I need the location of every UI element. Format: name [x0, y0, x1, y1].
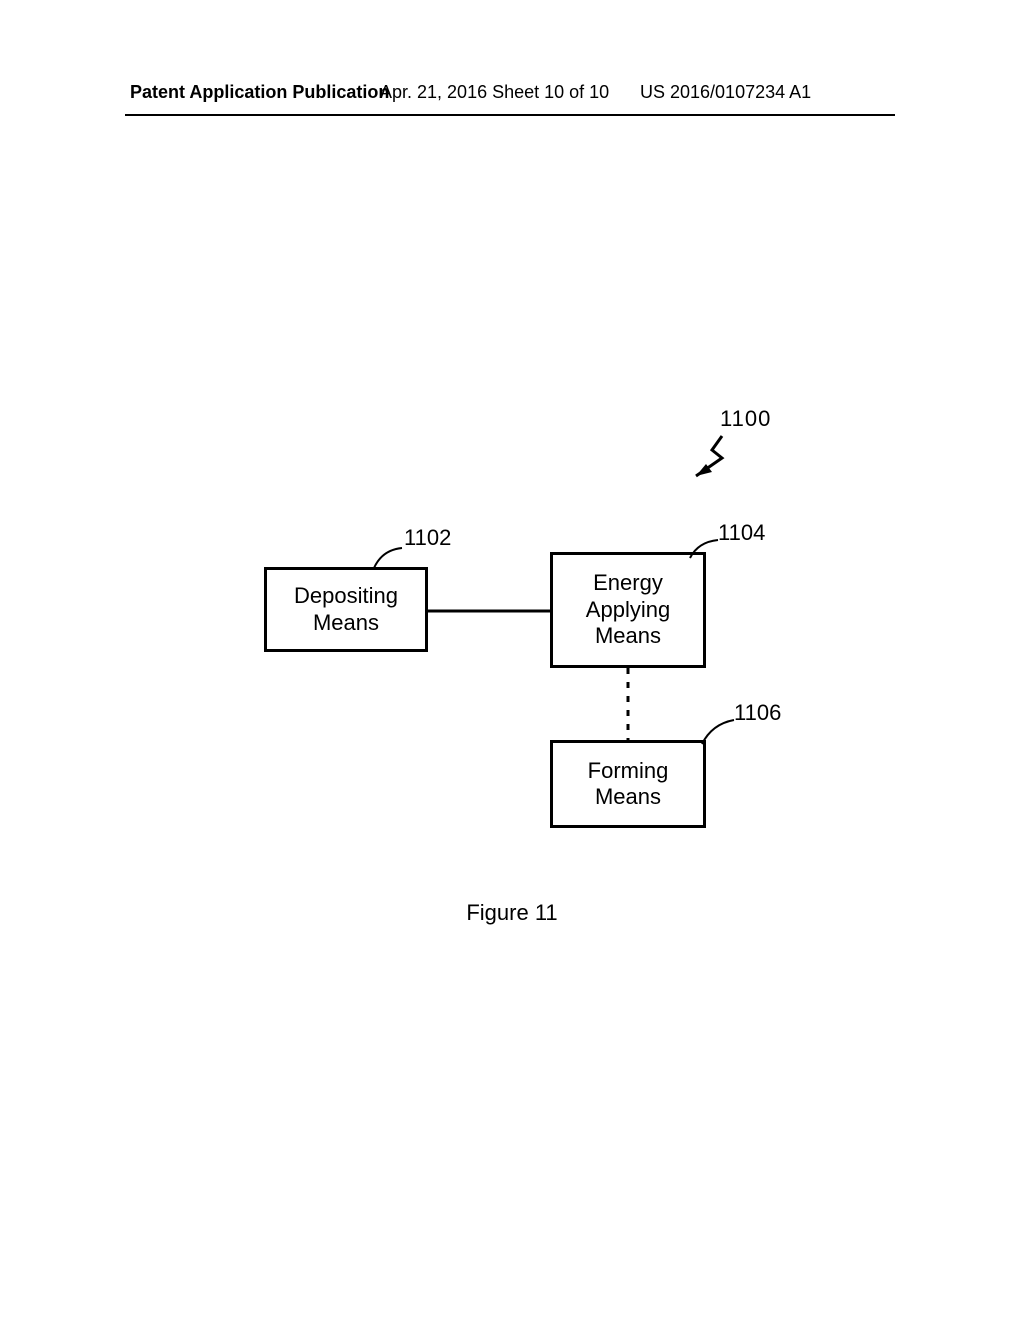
figure-caption: Figure 11 [0, 900, 1024, 926]
leader-1104 [688, 538, 722, 560]
box-energy-applying-means: Energy Applying Means [550, 552, 706, 668]
ref-1104: 1104 [718, 520, 765, 546]
box-forming-means: Forming Means [550, 740, 706, 828]
figure-11-diagram: 1100 Depositing Means 1102 Energy Applyi… [0, 0, 1024, 1320]
box-1102-line2: Means [313, 610, 379, 635]
leader-1102 [372, 546, 406, 570]
leader-1106 [700, 718, 736, 746]
box-1104-line3: Means [595, 623, 661, 648]
box-depositing-means: Depositing Means [264, 567, 428, 652]
ref-1106: 1106 [734, 700, 781, 726]
box-1104-line2: Applying [586, 597, 670, 622]
box-1104-line1: Energy [593, 570, 663, 595]
box-1106-line1: Forming [588, 758, 669, 783]
box-1106-line2: Means [595, 784, 661, 809]
connector-1104-1106 [625, 668, 631, 740]
leader-arrow-1100 [682, 432, 742, 482]
box-1102-line1: Depositing [294, 583, 398, 608]
connector-1102-1104 [428, 608, 550, 614]
ref-1102: 1102 [404, 525, 451, 551]
ref-1100: 1100 [720, 406, 771, 432]
